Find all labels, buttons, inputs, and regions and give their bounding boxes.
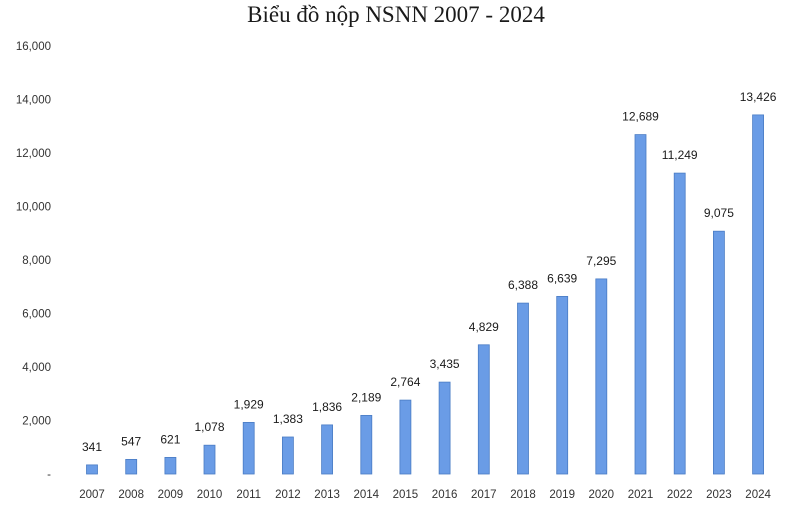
x-tick-label: 2013 <box>314 489 340 501</box>
data-label: 4,829 <box>469 320 499 334</box>
bar <box>360 414 373 475</box>
x-tick-label: 2017 <box>471 489 497 501</box>
bar <box>203 444 216 475</box>
x-tick-label: 2007 <box>79 489 105 501</box>
data-label: 3,435 <box>430 357 460 371</box>
y-tick-label: 16,000 <box>16 41 51 53</box>
x-tick-label: 2009 <box>158 489 184 501</box>
data-label: 7,295 <box>586 254 616 268</box>
data-label: 621 <box>160 432 180 446</box>
bar <box>517 302 529 475</box>
y-tick-label: 2,000 <box>22 416 51 428</box>
x-tick-label: 2018 <box>510 489 536 501</box>
y-tick-label: 12,000 <box>16 148 51 160</box>
bar <box>752 114 764 475</box>
data-label: 6,639 <box>547 271 577 285</box>
bars: 341 547 621 1,078 1,929 1,383 1,836 2,189 2,764 3… <box>82 90 777 475</box>
data-label: 2,764 <box>390 375 420 389</box>
y-tick-label: 10,000 <box>16 202 51 214</box>
data-label: 12,689 <box>622 110 659 124</box>
x-tick-label: 2019 <box>549 489 575 501</box>
chart-title: Biểu đồ nộp NSNN 2007 - 2024 <box>247 2 545 27</box>
y-axis: - 2,000 4,000 6,000 8,000 10,000 12,000 14,000 1… <box>16 41 51 481</box>
data-label: 11,249 <box>662 148 698 162</box>
x-tick-label: 2014 <box>354 489 380 501</box>
bar <box>556 295 569 475</box>
x-tick-label: 2022 <box>667 489 693 501</box>
y-tick-label: 14,000 <box>16 95 51 107</box>
data-label: 6,388 <box>508 278 538 292</box>
bar <box>399 399 412 475</box>
bar <box>321 424 334 475</box>
data-label: 13,426 <box>740 90 777 104</box>
bar <box>281 436 294 475</box>
bar <box>673 172 686 475</box>
x-tick-label: 2023 <box>706 489 732 501</box>
data-label: 341 <box>82 440 102 454</box>
x-tick-label: 2021 <box>628 489 654 501</box>
bar <box>86 464 98 475</box>
bar <box>125 458 138 475</box>
bar <box>634 134 647 475</box>
x-tick-label: 2015 <box>393 489 419 501</box>
data-label: 2,189 <box>351 390 381 404</box>
bar <box>713 230 725 475</box>
x-axis: 2007 2008 2009 2010 2011 2012 2013 2014 2015 2016… <box>79 489 771 501</box>
data-label: 1,929 <box>234 397 264 411</box>
x-tick-label: 2010 <box>197 489 223 501</box>
data-label: 9,075 <box>704 206 734 220</box>
x-tick-label: 2008 <box>118 489 144 501</box>
y-tick-label: 6,000 <box>22 309 51 321</box>
data-label: 1,078 <box>194 420 224 434</box>
data-label: 1,383 <box>273 412 303 426</box>
y-tick-label: - <box>47 469 51 481</box>
x-tick-label: 2024 <box>745 489 771 501</box>
bar <box>477 344 490 475</box>
bar <box>438 381 451 475</box>
x-tick-label: 2011 <box>236 489 261 501</box>
y-tick-label: 4,000 <box>22 362 51 374</box>
x-tick-label: 2016 <box>432 489 458 501</box>
data-label: 1,836 <box>312 400 342 414</box>
x-tick-label: 2020 <box>589 489 615 501</box>
x-tick-label: 2012 <box>275 489 301 501</box>
data-label: 547 <box>121 434 141 448</box>
bar <box>242 421 255 475</box>
y-tick-label: 8,000 <box>22 255 51 267</box>
bar <box>164 456 177 475</box>
bar <box>595 278 608 475</box>
